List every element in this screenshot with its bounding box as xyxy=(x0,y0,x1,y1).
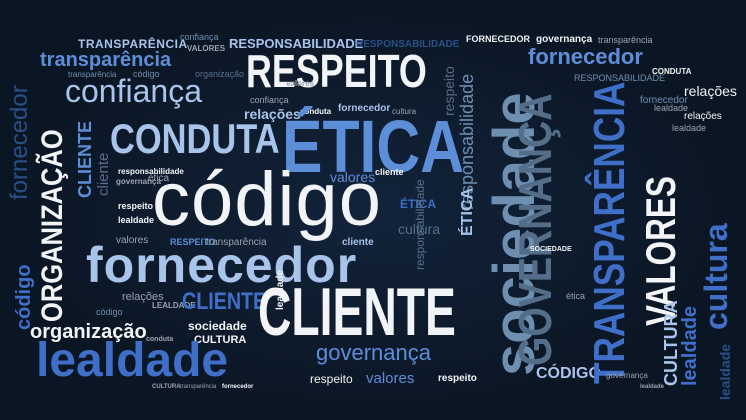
word-cliente-vert: CLIENTE xyxy=(75,120,95,198)
word-conduta-small2: conduta xyxy=(146,336,174,343)
word-lealdade-small3: LEALDADE xyxy=(152,301,196,310)
word-respeito-small2: RESPEITO xyxy=(170,237,216,247)
word-cliente-small: cliente xyxy=(375,167,404,177)
word-cultura-left: CULTURA xyxy=(194,334,247,346)
word-cliente-small2: cliente xyxy=(342,237,374,248)
word-codigo-small: código xyxy=(133,69,160,79)
word-sociedade-small: sociedade xyxy=(188,319,247,333)
word-cultura-vert-small: cultura xyxy=(398,221,441,237)
word-valores-small3: valores xyxy=(116,235,149,246)
word-lealdade-vert-far: lealdade xyxy=(717,343,733,400)
word-valores-tiny: VALORES xyxy=(187,44,226,53)
word-fornecedor-left-vert: fornecedor xyxy=(6,85,33,200)
word-governanca-tr: governança xyxy=(536,34,593,45)
word-etica-big: ÉTICA xyxy=(282,105,465,188)
word-etica-small3: ÉTICA xyxy=(459,188,476,236)
word-codigo-caps-bottom: CÓDIGO xyxy=(536,365,601,382)
word-confianca-big: confiança xyxy=(65,73,202,109)
word-fornecedor-tr: fornecedor xyxy=(528,44,643,69)
word-conduta-small3: CONDUTA xyxy=(652,67,692,76)
word-respeito-vert: respeito xyxy=(441,66,457,116)
word-confianca-small2: confiança xyxy=(250,95,289,105)
word-relacoes-small: relações xyxy=(122,291,164,303)
word-relacoes-tr: relações xyxy=(684,83,737,99)
word-conduta-small: conduta xyxy=(300,107,332,116)
word-lealdade-small4: lealdade xyxy=(640,384,665,390)
word-relacoes-right: relações xyxy=(684,111,722,122)
word-transparencia-small2: transparência xyxy=(206,237,267,248)
word-cliente-big: CLIENTE xyxy=(258,274,456,350)
word-etica-small: ética xyxy=(148,173,170,184)
word-cliente-left: CLIENTE xyxy=(182,288,267,315)
word-fornecedor-small3: FORNECEDOR xyxy=(466,34,531,44)
word-responsabilidade-top: RESPONSABILIDADE xyxy=(229,36,364,51)
word-organizacao-bottom: organização xyxy=(30,321,147,343)
word-respeito-small: respeito xyxy=(118,201,154,211)
word-codigo-small2: código xyxy=(96,307,123,317)
word-valores-bottom: valores xyxy=(366,370,415,387)
word-governanca-big: GOVERNANÇA xyxy=(509,93,561,367)
word-governanca-bottom: governança xyxy=(316,340,431,365)
word-cultura-vert-right: CULTURA xyxy=(661,300,681,386)
word-lealdade-tr: lealdade xyxy=(672,123,707,133)
word-transparencia-caps-top: TRANSPARÊNCIA xyxy=(78,37,188,51)
word-governanca-vert-small: governança xyxy=(606,371,648,380)
word-relacoes-mid: relações xyxy=(244,106,301,122)
word-codigo: código xyxy=(152,157,382,242)
word-transparencia-top: transparência xyxy=(40,49,172,71)
word-sociedade-tiny: SOCIEDADE xyxy=(530,246,572,253)
word-transparencia-tiny: transparência xyxy=(180,384,217,390)
word-fornecedor-big: fornecedor xyxy=(86,237,358,293)
word-fornecedor-small: fornecedor xyxy=(338,103,391,114)
word-cultura-tiny: CULTURA xyxy=(152,384,181,390)
word-responsabilidade-small: responsabilidade xyxy=(118,167,184,176)
word-fornecedor-tiny: fornecedor xyxy=(222,384,254,390)
word-confianca-small: confiança xyxy=(180,32,219,42)
word-valores-small2: valores xyxy=(330,169,376,185)
word-transparencia-tr: transparência xyxy=(598,35,653,45)
word-lealdade-vert-small: lealdade xyxy=(275,269,286,310)
word-organizacao-small: organização xyxy=(195,69,245,79)
word-lealdade-big: lealdade xyxy=(36,334,229,387)
word-transparencia-small: transparência xyxy=(68,70,117,79)
word-lealdade-vert-right: lealdade xyxy=(679,305,701,386)
word-lealdade-small: lealdade xyxy=(118,215,155,225)
word-conduta-big: CONDUTA xyxy=(110,115,280,162)
word-etica-small2: ÉTICA xyxy=(400,197,436,211)
word-respeito-big: RESPEITO xyxy=(246,45,427,97)
word-governanca-small: governança xyxy=(116,177,161,186)
word-cultura-vert-far: cultura xyxy=(698,223,734,330)
word-transparencia-vert-big: TRANSPARÊNCIA xyxy=(585,81,634,384)
word-respeito-bottom: respeito xyxy=(310,372,353,386)
word-lealdade-small2: lealdade xyxy=(654,103,689,113)
word-responsabilidade-small2: RESPONSABILIDADE xyxy=(574,73,666,83)
word-responsabilidade-top2: RESPONSABILIDADE xyxy=(356,39,460,50)
word-etica-small4: ética xyxy=(566,291,586,301)
word-cultura-small: cultura xyxy=(392,107,417,116)
word-cliente-vert2: cliente xyxy=(95,152,112,196)
word-respeito-bottom2: respeito xyxy=(438,373,477,384)
word-valores-small: valores xyxy=(286,79,315,88)
word-responsabilidade-vert: responsabilidade xyxy=(413,179,427,270)
word-fornecedor-small2: fornecedor xyxy=(640,95,688,106)
word-organizacao-vert: ORGANIZAÇÃO xyxy=(36,129,69,322)
